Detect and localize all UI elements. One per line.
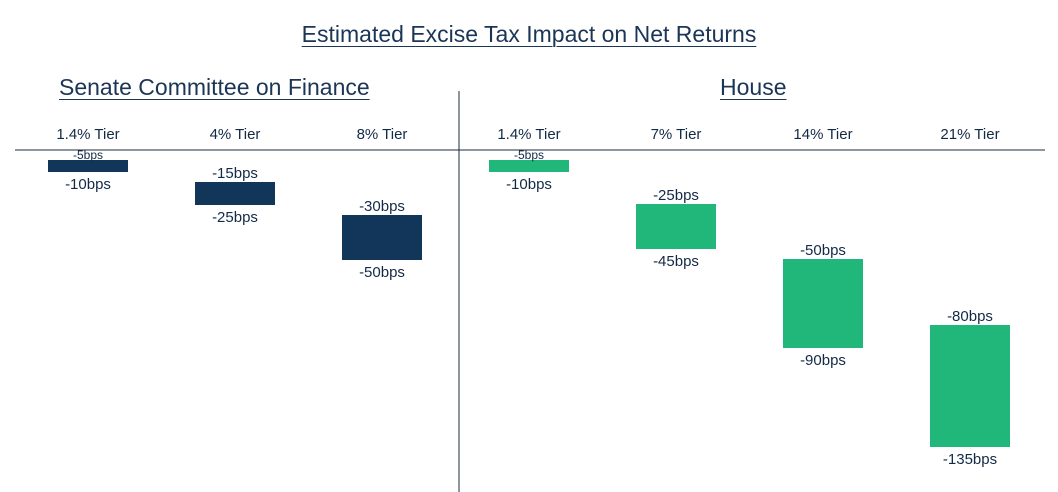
bar-bottom-label: -90bps bbox=[800, 352, 846, 369]
bar-top-label: -50bps bbox=[800, 242, 846, 259]
bar-bottom-label: -10bps bbox=[65, 176, 111, 193]
tier-label: 8% Tier bbox=[357, 126, 408, 143]
bar-top-label: -80bps bbox=[947, 308, 993, 325]
bar-top-label: -25bps bbox=[653, 187, 699, 204]
house-panel-title: House bbox=[720, 74, 787, 100]
bar-bottom-label: -135bps bbox=[943, 451, 997, 468]
bar-top-label: -15bps bbox=[212, 165, 258, 182]
range-bar bbox=[195, 182, 275, 205]
range-bar bbox=[489, 160, 569, 172]
tier-label: 21% Tier bbox=[940, 126, 999, 143]
tier-label: 1.4% Tier bbox=[497, 126, 560, 143]
bar-bottom-label: -10bps bbox=[506, 176, 552, 193]
range-bar bbox=[930, 325, 1010, 447]
range-bar bbox=[783, 259, 863, 348]
tier-label: 7% Tier bbox=[651, 126, 702, 143]
tier-label: 14% Tier bbox=[793, 126, 852, 143]
tier-label: 4% Tier bbox=[210, 126, 261, 143]
bar-bottom-label: -25bps bbox=[212, 209, 258, 226]
bar-top-label: -5bps bbox=[73, 148, 103, 162]
tier-label: 1.4% Tier bbox=[56, 126, 119, 143]
range-bar bbox=[342, 215, 422, 260]
senate-panel-title: Senate Committee on Finance bbox=[59, 74, 370, 100]
range-bar bbox=[636, 204, 716, 249]
chart-title: Estimated Excise Tax Impact on Net Retur… bbox=[301, 21, 757, 47]
range-bar bbox=[48, 160, 128, 172]
bar-bottom-label: -45bps bbox=[653, 253, 699, 270]
bar-top-label: -30bps bbox=[359, 198, 405, 215]
bar-top-label: -5bps bbox=[514, 148, 544, 162]
bar-bottom-label: -50bps bbox=[359, 264, 405, 281]
